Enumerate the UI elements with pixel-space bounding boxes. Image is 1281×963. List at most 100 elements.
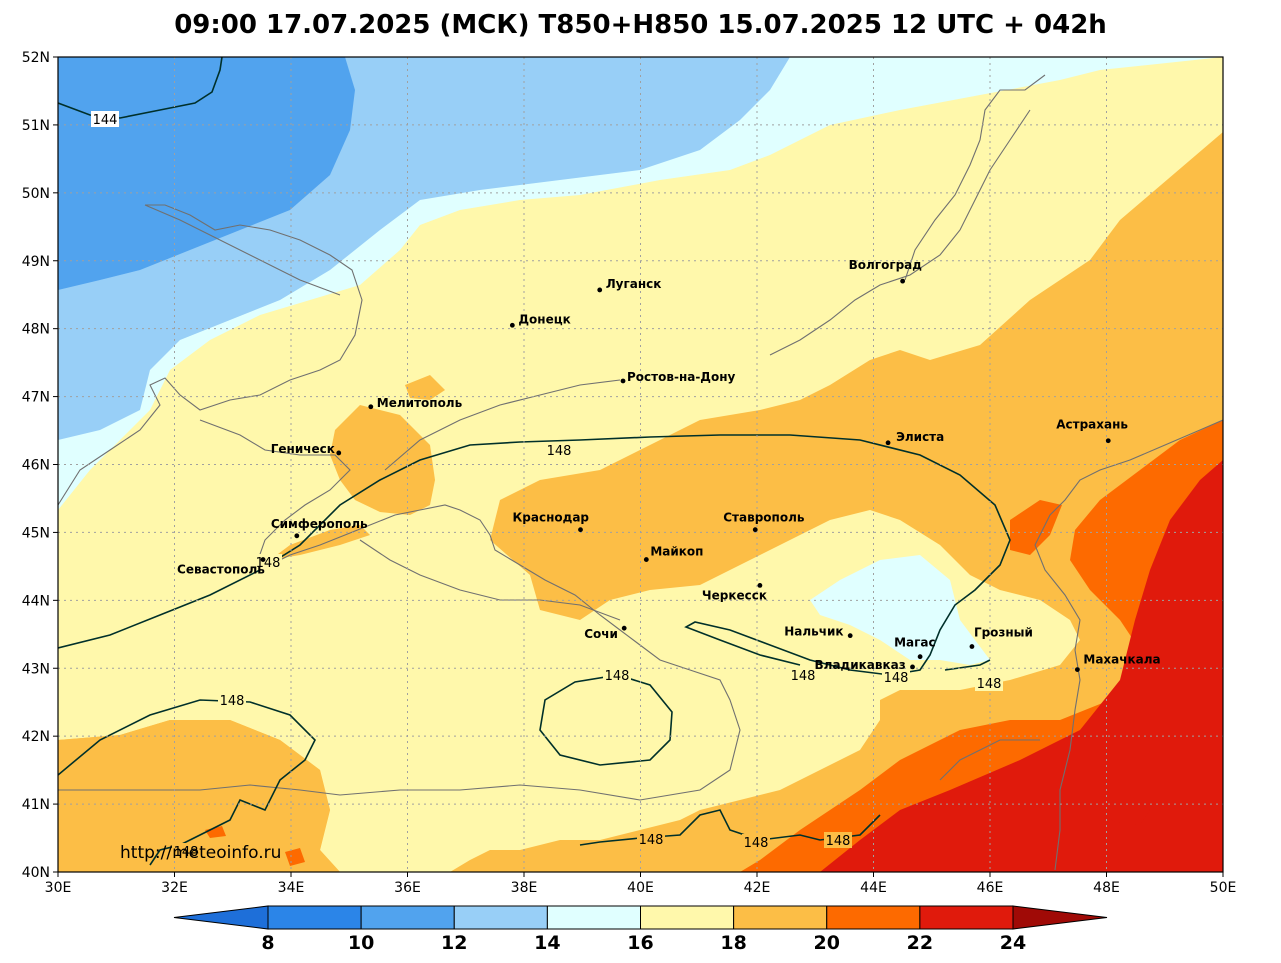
colorbar-segment (453, 905, 548, 930)
city-label: Волгоград (849, 258, 923, 272)
city-label: Элиста (896, 430, 944, 444)
contour-label: 144 (93, 113, 118, 128)
contour-label: 148 (220, 694, 245, 709)
colorbar-label: 18 (720, 932, 746, 954)
city-marker (752, 527, 758, 533)
y-tick-label: 51N (22, 118, 50, 134)
city-marker (620, 378, 626, 384)
city-label: Черкесск (702, 588, 767, 602)
city-marker (336, 450, 342, 456)
city-label: Владикавказ (815, 658, 906, 672)
colorbar-label: 14 (534, 932, 560, 954)
axes: 30E 32E 34E 36E 38E 40E 42E 44E 46E 48E 50E 40N 41N 4… (22, 50, 1237, 896)
city-marker (900, 278, 906, 284)
x-tick-label: 40E (627, 880, 654, 896)
city-label: Нальчик (784, 625, 843, 639)
colorbar-segment (919, 905, 1014, 930)
city-marker (368, 404, 374, 410)
city-label: Магас (894, 636, 936, 650)
colorbar-segment (360, 905, 455, 930)
map-title: 09:00 17.07.2025 (МСК) T850+H850 15.07.2… (174, 10, 1107, 40)
colorbar-segment (546, 905, 641, 930)
field-dark-orange-sw-spot (285, 848, 305, 866)
colorbar-label: 16 (627, 932, 653, 954)
city-marker (597, 287, 603, 293)
field-orange-crimea (270, 525, 370, 560)
contour-label: 148 (605, 669, 630, 684)
contour-label: 148 (977, 677, 1002, 692)
y-tick-label: 49N (22, 254, 50, 270)
city-label: Майкоп (650, 545, 703, 559)
city-marker (260, 557, 266, 562)
contour-label: 148 (639, 833, 664, 848)
watermark-url: http://meteoinfo.ru (120, 843, 281, 863)
contour-label: 148 (826, 834, 851, 849)
contour-label: 148 (174, 845, 199, 860)
x-tick-label: 50E (1210, 880, 1237, 896)
city-marker (578, 527, 583, 533)
city-label: Геническ (271, 442, 335, 456)
y-tick-label: 44N (22, 593, 50, 609)
colorbar-label: 22 (907, 932, 933, 954)
contour-label: 148 (884, 671, 909, 686)
x-tick-label: 42E (744, 880, 771, 896)
contour-label: 148 (547, 444, 572, 459)
colorbar-label: 10 (348, 932, 374, 954)
city-marker (294, 533, 300, 539)
field-orange-sw (58, 720, 340, 872)
contour-label: 148 (791, 669, 816, 684)
city-marker (847, 633, 853, 639)
y-tick-label: 41N (22, 797, 50, 813)
colorbar: 8 10 12 14 16 18 20 22 24 (173, 905, 1108, 954)
field-dark-orange-spot (1010, 500, 1062, 555)
city-marker (969, 644, 975, 649)
city-label: Ставрополь (723, 511, 805, 525)
city-label: Сочи (584, 627, 618, 641)
city-marker (910, 664, 915, 670)
city-label: Краснодар (513, 511, 590, 525)
lat-lon-grid (58, 57, 1223, 872)
field-red-east (820, 460, 1223, 872)
city-label: Мелитополь (377, 396, 463, 410)
y-tick-label: 47N (22, 390, 50, 406)
city-label: Луганск (606, 277, 662, 291)
city-marker (621, 625, 627, 631)
x-tick-label: 36E (394, 880, 421, 896)
colorbar-segment (826, 905, 921, 930)
y-tick-label: 46N (22, 458, 50, 474)
city-marker (917, 654, 923, 660)
x-tick-label: 34E (278, 880, 305, 896)
y-tick-label: 43N (22, 661, 50, 677)
y-tick-label: 50N (22, 186, 50, 202)
city-marker (757, 582, 763, 588)
colorbar-segment (733, 905, 828, 930)
contour-label: 148 (744, 836, 769, 851)
city-marker (643, 557, 649, 562)
x-tick-label: 32E (161, 880, 188, 896)
y-tick-label: 40N (22, 865, 50, 881)
y-tick-label: 52N (22, 50, 50, 66)
colorbar-segment (267, 905, 362, 930)
contour-labels: 144 148 148 148 148 148 148 148 148 148 … (91, 111, 1003, 860)
x-tick-label: 38E (511, 880, 538, 896)
field-cyan-caucasus (810, 555, 990, 665)
city-marker (509, 322, 515, 328)
colorbar-segment (640, 905, 735, 930)
colorbar-label: 8 (261, 932, 274, 954)
x-tick-label: 46E (977, 880, 1004, 896)
city-label: Махачкала (1083, 653, 1160, 667)
cities: Луганск Донецк Волгоград Ростов-на-Дону Мели… (177, 258, 1161, 673)
y-tick-label: 48N (22, 322, 50, 338)
x-tick-label: 44E (860, 880, 887, 896)
y-tick-label: 42N (22, 729, 50, 745)
city-label: Ростов-на-Дону (627, 370, 736, 384)
colorbar-label: 20 (814, 932, 840, 954)
city-label: Симферополь (271, 517, 368, 531)
field-red-spot (1100, 795, 1150, 825)
colorbar-label: 12 (441, 932, 467, 954)
colorbar-min-arrow (173, 905, 269, 930)
coastlines (58, 74, 1223, 871)
colorbar-max-arrow (1012, 905, 1108, 930)
city-marker (1105, 438, 1111, 444)
